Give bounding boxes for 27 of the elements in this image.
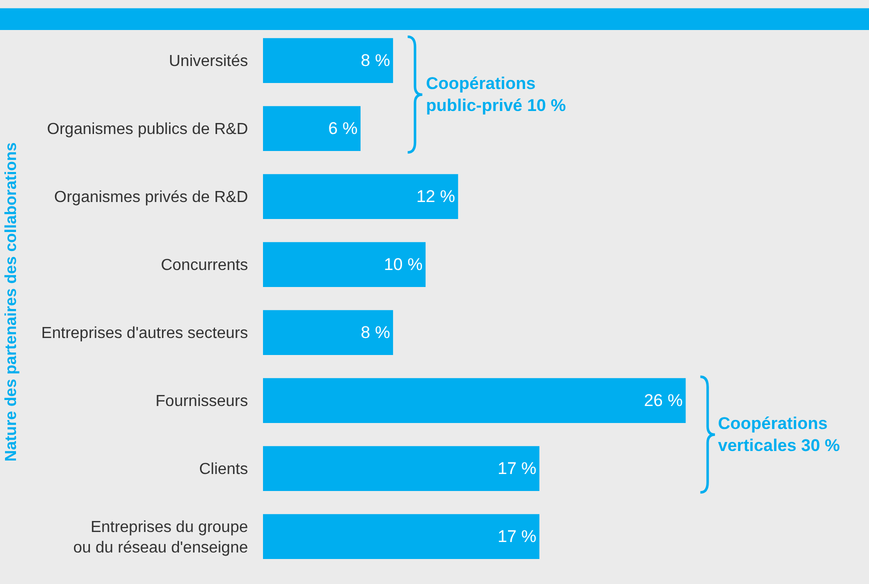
data-label: 8 % (360, 51, 390, 70)
bar (263, 446, 540, 492)
data-label: 17 % (498, 459, 536, 478)
y-tick-label: Entreprises d'autres secteurs (41, 325, 248, 342)
y-axis-title: Nature des partenaires des collaborations (3, 142, 20, 462)
y-tick-label: Organismes privés de R&D (54, 189, 248, 206)
y-tick-label: Clients (199, 461, 248, 478)
data-label: 8 % (360, 323, 390, 342)
bar (263, 174, 458, 220)
y-tick-label: Entreprises du groupe ou du réseau d'enseigne (73, 518, 248, 557)
data-label: 17 % (498, 527, 536, 546)
y-tick-label: Universités (168, 53, 248, 70)
data-label: 12 % (416, 187, 456, 206)
data-label: 26 % (644, 391, 683, 410)
data-label: 6 % (328, 119, 358, 138)
text: Coopérations verticales 30 % (718, 414, 840, 456)
annotation: Coopérations public-privé 10 % (426, 74, 566, 116)
y-tick-label: Organismes publics de R&D (47, 121, 248, 138)
bar (263, 310, 394, 356)
y-tick-label: Concurrents (160, 257, 248, 274)
bar (263, 378, 686, 424)
bar (263, 106, 361, 152)
bar (263, 38, 394, 84)
data-label: 10 % (384, 255, 423, 274)
y-tick-label: Fournisseurs (156, 393, 248, 410)
bar (263, 242, 426, 288)
bar (263, 514, 540, 560)
